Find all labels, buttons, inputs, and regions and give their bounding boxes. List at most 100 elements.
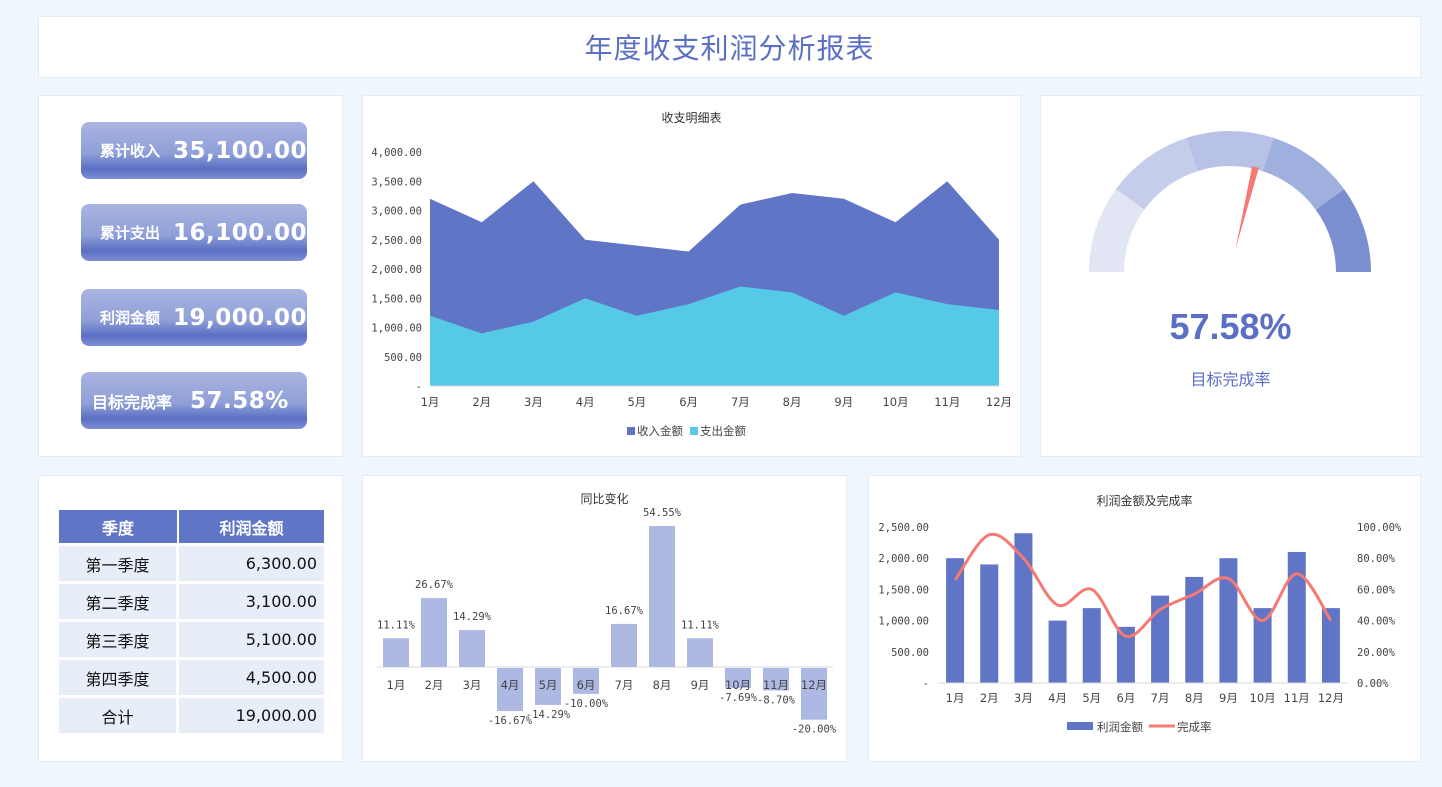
data-label: 11.11%: [377, 619, 416, 631]
kpi-card-profit: 利润金额 19,000.00: [81, 289, 307, 346]
chart-title: 同比变化: [580, 492, 629, 506]
kpi-label: 利润金额: [100, 309, 161, 327]
x-tick-label: 3月: [1014, 691, 1033, 705]
x-tick-label: 2月: [425, 678, 444, 692]
x-tick-label: 8月: [653, 678, 672, 692]
yoy-bar: [459, 630, 485, 667]
quarter-cell: 第三季度: [59, 622, 179, 657]
gauge-value: 57.58%: [1169, 306, 1292, 347]
yoy-bar-plot: 1月 11.11% 2月 26.67% 3月 14.29% 4月 -16.67% 5月 -14.2…: [377, 507, 837, 736]
income-expense-chart: 收支明细表 - 500.00 1,000.00 1,500.00 2,000.00 2,5…: [362, 95, 1021, 457]
y-tick-label-left: 1,000.00: [878, 616, 929, 628]
data-label: -14.29%: [526, 709, 571, 721]
kpi-value: 16,100.00: [173, 219, 307, 246]
profit-bar: [1287, 551, 1306, 683]
x-tick-label: 11月: [1284, 691, 1310, 705]
data-label: 54.55%: [643, 507, 682, 519]
y-tick-label-right: 60.00%: [1357, 584, 1396, 596]
profit-bar: [946, 558, 965, 683]
x-tick-label: 7月: [615, 678, 634, 692]
x-tick-label: 1月: [387, 678, 406, 692]
completion-rate-line: [953, 532, 1333, 638]
x-tick-label: 8月: [1185, 691, 1204, 705]
x-tick-label: 10月: [1250, 691, 1276, 705]
kpi-label: 累计收入: [100, 142, 161, 160]
x-tick-label: 12月: [801, 678, 827, 692]
amount-cell: 3,100.00: [179, 584, 324, 619]
yoy-bar: [725, 668, 751, 688]
x-tick-label: 5月: [1082, 691, 1101, 705]
data-label: -8.70%: [757, 694, 796, 706]
combo-chart-plot: - 500.00 1,000.00 1,500.00 2,000.00 2,500.00 0…: [878, 522, 1402, 734]
x-tick-label: 4月: [1048, 691, 1067, 705]
gauge-needle: [1235, 166, 1259, 249]
gauge-segment: [1089, 189, 1145, 272]
yoy-bar: [421, 598, 447, 667]
data-label: 14.29%: [453, 611, 492, 623]
x-tick-label: 6月: [1117, 691, 1136, 705]
kpi-label: 目标完成率: [92, 392, 173, 412]
profit-completion-chart: 利润金额及完成率 - 500.00 1,000.00 1,500.00 2,000.00…: [868, 475, 1421, 762]
chart-title: 收支明细表: [661, 111, 722, 125]
column-header: 利润金额: [179, 510, 324, 543]
x-tick-label: 4月: [501, 678, 520, 692]
legend-label: 利润金额: [1097, 720, 1143, 734]
legend-swatch-profit: [1067, 722, 1093, 730]
legend-swatch-expense: [690, 427, 698, 435]
gauge-segment: [1186, 131, 1274, 172]
amount-cell: 6,300.00: [179, 546, 324, 581]
gauge-segment: [1315, 189, 1371, 272]
x-tick-label: 3月: [524, 395, 543, 409]
y-tick-label: 1,000.00: [371, 323, 422, 335]
amount-cell: 19,000.00: [179, 698, 324, 733]
x-tick-label: 11月: [763, 678, 789, 692]
table-row: 第一季度 6,300.00: [59, 546, 324, 581]
x-tick-label: 2月: [472, 395, 491, 409]
gauge-panel: 57.58% 目标完成率: [1040, 95, 1421, 457]
kpi-panel: 累计收入 35,100.00 累计支出 16,100.00 利润金额 19,00…: [38, 95, 343, 457]
yoy-bar: [801, 668, 827, 720]
page-title: 年度收支利润分析报表: [584, 32, 875, 65]
legend-label: 收入金额: [637, 424, 683, 438]
x-tick-label: 11月: [934, 395, 960, 409]
x-tick-label: 9月: [1219, 691, 1238, 705]
x-tick-label: 5月: [627, 395, 646, 409]
x-tick-label: 1月: [421, 395, 440, 409]
y-tick-label-left: -: [923, 678, 929, 690]
x-tick-label: 8月: [783, 395, 802, 409]
y-tick-label: 2,000.00: [371, 264, 422, 276]
quarter-cell: 第二季度: [59, 584, 179, 619]
yoy-bar: [763, 668, 789, 691]
y-tick-label-right: 20.00%: [1357, 647, 1396, 659]
x-tick-label: 5月: [539, 678, 558, 692]
amount-cell: 4,500.00: [179, 660, 324, 695]
data-label: 26.67%: [415, 579, 454, 591]
yoy-bar: [497, 668, 523, 712]
legend-swatch-income: [627, 427, 635, 435]
y-tick-label-left: 1,500.00: [878, 584, 929, 596]
data-label: -16.67%: [488, 715, 533, 727]
y-tick-label: -: [416, 381, 422, 393]
y-tick-label: 2,500.00: [371, 235, 422, 247]
quarter-table: 季度 利润金额 第一季度 6,300.00 第二季度 3,100.00 第三季度 5,…: [59, 507, 324, 736]
yoy-bar: [535, 668, 561, 705]
y-tick-label: 1,500.00: [371, 293, 422, 305]
profit-bar: [980, 564, 999, 683]
quarter-cell: 第一季度: [59, 546, 179, 581]
gauge-label: 目标完成率: [1190, 370, 1271, 389]
column-header: 季度: [59, 510, 179, 543]
gauge-segment: [1115, 137, 1198, 210]
y-tick-label-left: 2,000.00: [878, 553, 929, 565]
kpi-card-income: 累计收入 35,100.00: [81, 122, 307, 179]
gauge-chart: [1089, 131, 1371, 272]
x-tick-label: 7月: [1151, 691, 1170, 705]
x-tick-label: 3月: [463, 678, 482, 692]
yoy-bar: [573, 668, 599, 694]
data-label: -20.00%: [792, 724, 837, 736]
quarter-cell: 第四季度: [59, 660, 179, 695]
y-tick-label-right: 80.00%: [1357, 553, 1396, 565]
quarter-table-panel: 季度 利润金额 第一季度 6,300.00 第二季度 3,100.00 第三季度 5,…: [38, 475, 343, 762]
profit-bar: [1185, 576, 1204, 683]
x-tick-label: 7月: [731, 395, 750, 409]
x-tick-label: 12月: [1318, 691, 1344, 705]
